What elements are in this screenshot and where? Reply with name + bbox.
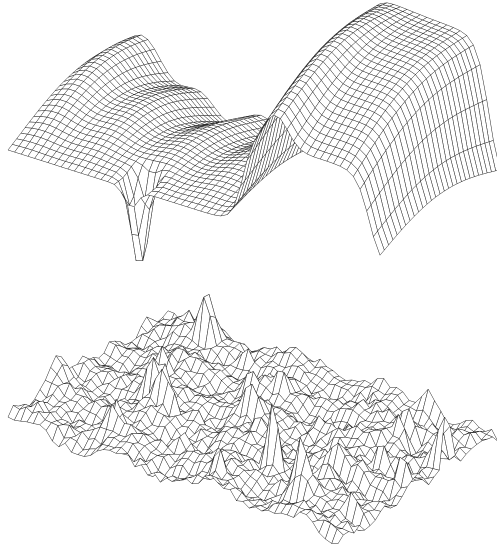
mesh-cell <box>331 528 344 544</box>
upper-surface <box>7 2 497 261</box>
lower-surface <box>7 294 497 544</box>
mesh-cell <box>373 230 385 256</box>
